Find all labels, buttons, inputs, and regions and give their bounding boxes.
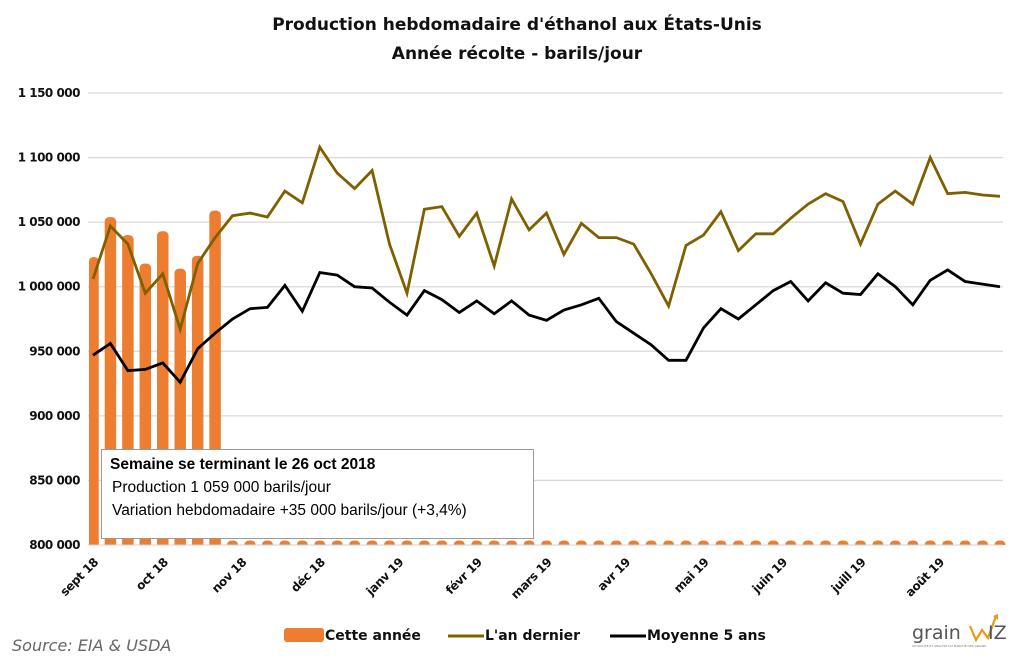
bar-stub bbox=[575, 540, 587, 545]
bar-stub bbox=[889, 540, 901, 545]
x-tick-label: avr 19 bbox=[595, 555, 633, 593]
bar-stub bbox=[680, 540, 692, 545]
bar-stub bbox=[523, 540, 535, 545]
bar-stub bbox=[279, 540, 291, 545]
x-tick-label: août 19 bbox=[903, 555, 947, 599]
grainwiz-logo: Grain IZ ACTUALITÉ ET ANALYSE DU MARCHÉ … bbox=[912, 614, 1007, 648]
bar-stub bbox=[715, 540, 727, 545]
bar-stub bbox=[418, 540, 430, 545]
y-tick-label: 1 100 000 bbox=[18, 151, 80, 165]
x-tick-label: mars 19 bbox=[508, 555, 555, 602]
annotation-production: Production 1 059 000 barils/jour bbox=[112, 479, 331, 496]
bar-stub bbox=[994, 540, 1006, 545]
y-tick-label: 800 000 bbox=[29, 538, 80, 552]
bar-stub bbox=[384, 540, 396, 545]
y-tick-label: 900 000 bbox=[29, 409, 80, 423]
x-tick-label: mai 19 bbox=[671, 555, 711, 595]
bar-stub bbox=[296, 540, 308, 545]
bar-stub bbox=[854, 540, 866, 545]
bar-stub bbox=[977, 540, 989, 545]
bar-stub bbox=[261, 540, 273, 545]
bar-stub bbox=[663, 540, 675, 545]
series-lines bbox=[91, 144, 1001, 385]
gridlines bbox=[88, 92, 1003, 482]
y-tick-label: 1 000 000 bbox=[18, 280, 80, 294]
bar-stub bbox=[366, 540, 378, 545]
y-axis-ticks: 800 000 850 000 900 000 950 000 1 000 000 1 0… bbox=[18, 86, 81, 552]
bar-stub bbox=[697, 540, 709, 545]
x-tick-label: oct 18 bbox=[133, 555, 171, 593]
chart-subtitle: Année récolte - barils/jour bbox=[392, 44, 643, 64]
legend-label-lan-dernier: L'an dernier bbox=[485, 628, 580, 644]
legend-swatch-cette-annee bbox=[284, 628, 324, 642]
bar-stub bbox=[558, 540, 570, 545]
y-tick-label: 1 150 000 bbox=[18, 86, 80, 100]
x-tick-label: sept 18 bbox=[58, 555, 102, 599]
chart-title: Production hebdomadaire d'éthanol aux Ét… bbox=[272, 13, 762, 35]
x-axis-ticks: sept 18 oct 18 nov 18 déc 18 janv 19 févr 19 m… bbox=[58, 555, 948, 602]
x-tick-label: janv 19 bbox=[363, 555, 407, 599]
bar-stub bbox=[541, 540, 552, 545]
bar-stub bbox=[645, 540, 657, 545]
annotation-heading: Semaine se terminant le 26 oct 2018 bbox=[110, 456, 376, 473]
bar-stub bbox=[732, 540, 744, 545]
source-note: Source: EIA & USDA bbox=[12, 636, 171, 655]
bar-stub bbox=[436, 540, 448, 545]
bar-stub bbox=[610, 540, 622, 545]
x-tick-label: nov 18 bbox=[209, 555, 249, 595]
bar-stub bbox=[506, 540, 518, 545]
x-tick-label: déc 18 bbox=[288, 555, 328, 595]
x-tick-label: juill 19 bbox=[828, 555, 869, 596]
bar-stub bbox=[471, 540, 483, 545]
bar-stub bbox=[244, 540, 256, 545]
y-tick-label: 950 000 bbox=[29, 344, 80, 358]
bar-stub bbox=[820, 540, 832, 545]
bar-stub bbox=[750, 540, 762, 545]
legend: Cette année L'an dernier Moyenne 5 ans bbox=[284, 628, 766, 644]
bar-stub bbox=[628, 540, 640, 545]
logo-text-left: Grain bbox=[912, 622, 961, 644]
line-lan-dernier bbox=[91, 144, 1001, 335]
annotation-variation: Variation hebdomadaire +35 000 barils/jo… bbox=[112, 502, 467, 519]
bar-stub bbox=[907, 540, 919, 545]
y-tick-label: 1 050 000 bbox=[18, 215, 80, 229]
svg-text:IZ: IZ bbox=[988, 622, 1007, 644]
bar-stub bbox=[959, 540, 971, 545]
y-tick-label: 850 000 bbox=[29, 473, 80, 487]
bar-stub bbox=[488, 540, 500, 545]
bar-stub bbox=[227, 540, 239, 545]
bar-stub bbox=[802, 540, 814, 545]
bar-stub bbox=[942, 540, 954, 545]
bar-stub bbox=[331, 540, 343, 545]
bar-stub bbox=[349, 540, 361, 545]
x-tick-label: févr 19 bbox=[443, 555, 485, 597]
bar-stub bbox=[453, 540, 465, 545]
bar-stub bbox=[837, 540, 849, 545]
bar-stub bbox=[767, 540, 779, 545]
bar-stub bbox=[785, 540, 797, 545]
logo-chart-icon bbox=[968, 615, 998, 643]
bar-stub bbox=[314, 540, 326, 545]
legend-label-moyenne: Moyenne 5 ans bbox=[647, 628, 766, 644]
legend-label-cette-annee: Cette année bbox=[325, 628, 421, 644]
line-moyenne-5-ans bbox=[92, 268, 1001, 385]
x-tick-label: juin 19 bbox=[749, 555, 790, 596]
logo-tagline: ACTUALITÉ ET ANALYSE DU MARCHÉ DES GRAIN… bbox=[912, 643, 986, 648]
bar-stub bbox=[593, 540, 605, 545]
bar-stub bbox=[872, 540, 884, 545]
bar-stub bbox=[924, 540, 936, 545]
annotation-box: Semaine se terminant le 26 oct 2018 Prod… bbox=[101, 449, 534, 539]
bar bbox=[89, 257, 99, 545]
bar-stub bbox=[401, 540, 413, 545]
bars-future-weeks bbox=[227, 540, 1006, 545]
